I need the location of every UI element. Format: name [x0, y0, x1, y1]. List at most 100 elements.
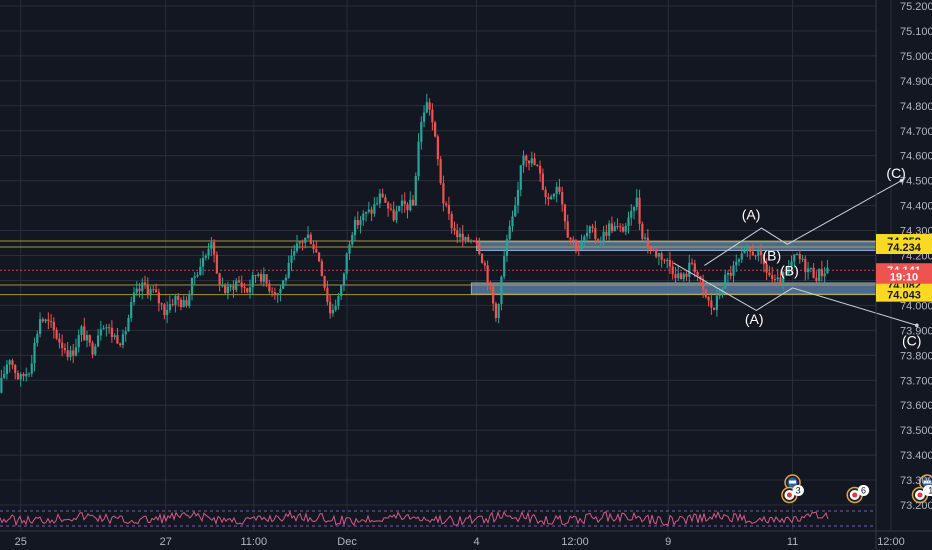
candle-body: [464, 237, 467, 240]
price-axis[interactable]: 75.200 75.100 75.000 74.900 74.800 74.700 74.6…: [875, 0, 932, 550]
candle-body: [461, 233, 464, 240]
bullish-wave-path[interactable]: [704, 180, 902, 266]
candle-body: [588, 226, 591, 233]
candle-body: [514, 205, 517, 217]
candle-body: [141, 282, 144, 292]
candle-body: [171, 304, 174, 306]
candle-body: [585, 232, 589, 237]
candle-body: [765, 264, 768, 273]
candle-body: [102, 328, 105, 330]
price-tick-label: 74.900: [900, 76, 932, 88]
candle-body: [259, 274, 263, 282]
candle-body: [353, 219, 357, 235]
candle-body: [193, 276, 196, 278]
candle-body: [561, 191, 564, 205]
candle-body: [550, 196, 553, 200]
event-count: 3: [796, 486, 801, 496]
wave-layer[interactable]: (A) (B) (C) (B) (A) (C): [673, 165, 921, 348]
candle-body: [88, 335, 91, 343]
candle-body: [96, 335, 100, 347]
bearish-wave-path-end: [915, 323, 919, 328]
candle-body: [221, 285, 224, 287]
dot-center: [852, 492, 858, 498]
candle-body: [157, 292, 160, 304]
candle-body: [254, 275, 257, 277]
time-tick-label: 9: [665, 536, 671, 548]
event-layer[interactable]: 3 6 10 3: [781, 474, 932, 504]
candle-body: [602, 231, 605, 242]
candle-body: [376, 203, 379, 205]
candle-body: [428, 102, 431, 110]
candle-body: [36, 333, 39, 343]
candle-body: [110, 327, 113, 337]
candle-body: [298, 241, 301, 244]
wave-label-c-upper: (C): [886, 165, 905, 181]
candle-body: [696, 271, 699, 277]
candle-body: [497, 303, 500, 319]
candle-body: [55, 330, 58, 339]
candle-body: [215, 254, 218, 274]
candle-body: [27, 373, 31, 375]
flag-stripe: [789, 480, 797, 484]
candle-body: [52, 321, 55, 331]
wave-label-a-lower: (A): [745, 311, 764, 327]
candle-body: [342, 273, 346, 285]
price-tick-label: 73.200: [900, 500, 932, 512]
candle-body: [594, 227, 597, 240]
candle-body: [113, 335, 116, 337]
candle-body: [94, 346, 97, 355]
candle-body: [472, 240, 475, 242]
event-dot-icon-3[interactable]: 10 3: [911, 485, 932, 504]
time-tick-label: Dec: [337, 536, 357, 548]
candle-body: [132, 292, 136, 303]
price-tick-label: 74.400: [900, 201, 932, 213]
candle-body: [351, 234, 354, 245]
price-tick-label: 73.400: [900, 450, 932, 462]
event-count-badge: [792, 485, 804, 497]
candle-body: [152, 289, 155, 291]
candle-body: [508, 226, 511, 240]
candle-body: [0, 377, 3, 393]
candle-body: [541, 173, 544, 190]
candle-body: [367, 209, 370, 212]
price-tick-label: 73.300: [900, 475, 932, 487]
price-tick-label: 73.500: [900, 425, 932, 437]
candle-body: [119, 343, 122, 346]
candle-body: [707, 296, 710, 301]
event-dot-icon-2[interactable]: 6: [846, 485, 870, 504]
candle-body: [179, 299, 183, 308]
candle-body: [403, 200, 406, 205]
wave-label-a-upper: (A): [742, 206, 761, 222]
candle-body: [58, 338, 61, 343]
candle-body: [166, 309, 169, 316]
candle-body: [746, 248, 749, 251]
event-dot-icon-1[interactable]: 3: [781, 485, 804, 504]
candle-body: [30, 363, 33, 374]
candle-body: [240, 282, 243, 288]
candle-body: [121, 334, 125, 346]
candle-body: [312, 244, 315, 250]
candle-body: [362, 213, 365, 221]
candle-body: [569, 237, 572, 240]
candle-body: [66, 350, 69, 357]
time-tick-label: 12:00: [561, 536, 589, 548]
candle-body: [218, 273, 221, 286]
candle-body: [646, 237, 649, 248]
candle-body: [38, 319, 42, 334]
candle-body: [334, 305, 337, 310]
candle-body: [660, 253, 663, 260]
candle-body: [533, 158, 536, 166]
candle-body: [188, 294, 191, 306]
candle-body: [724, 274, 727, 289]
candle-body: [99, 329, 102, 336]
candle-body: [447, 204, 451, 214]
time-axis[interactable]: 25 27 11:00 Dec 4 12:00 9 11 12:00: [0, 530, 932, 548]
candle-body: [406, 204, 409, 211]
bearish-wave-path[interactable]: [673, 262, 918, 326]
candle-body: [108, 327, 111, 329]
candle-body: [279, 288, 282, 294]
candle-body: [710, 300, 713, 308]
